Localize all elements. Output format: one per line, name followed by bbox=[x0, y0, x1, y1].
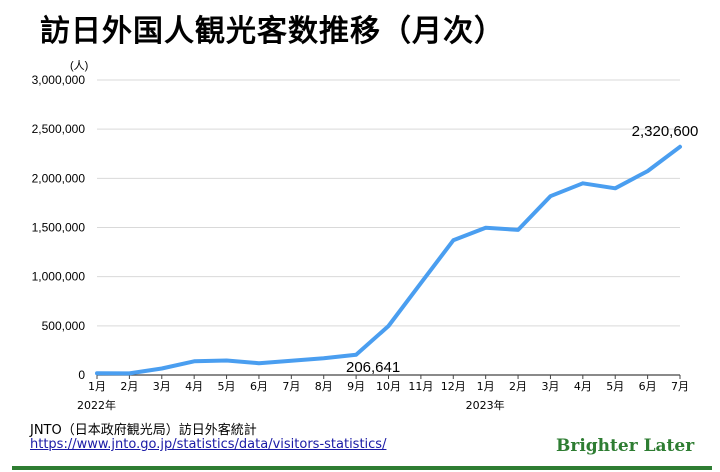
y-tick-label: 0 bbox=[78, 368, 85, 382]
data-point bbox=[354, 353, 358, 357]
data-point bbox=[192, 359, 196, 363]
x-year-label: 2022年 bbox=[77, 398, 116, 412]
data-point bbox=[581, 181, 585, 185]
data-label: 206,641 bbox=[346, 359, 400, 376]
data-point bbox=[127, 371, 131, 375]
x-tick-label: 2月 bbox=[509, 380, 527, 393]
source-text: JNTO（日本政府観光局）訪日外客統計 bbox=[30, 423, 257, 438]
data-point bbox=[678, 145, 682, 149]
x-tick-label: 4月 bbox=[574, 380, 592, 393]
data-label: 2,320,600 bbox=[632, 123, 699, 140]
x-tick-label: 3月 bbox=[153, 380, 171, 393]
data-point bbox=[451, 238, 455, 242]
data-point bbox=[225, 359, 229, 363]
data-point bbox=[548, 194, 552, 198]
x-tick-label: 8月 bbox=[315, 380, 333, 393]
x-tick-label: 2月 bbox=[120, 380, 138, 393]
data-point bbox=[646, 169, 650, 173]
data-point bbox=[257, 361, 261, 365]
y-tick-label: 3,000,000 bbox=[32, 73, 86, 87]
x-tick-label: 1月 bbox=[88, 380, 106, 393]
x-tick-label: 5月 bbox=[606, 380, 624, 393]
data-point bbox=[484, 226, 488, 230]
x-tick-label: 6月 bbox=[639, 380, 657, 393]
y-axis-unit: (人) bbox=[70, 59, 88, 72]
y-tick-label: 2,500,000 bbox=[32, 122, 86, 136]
brand-underline bbox=[12, 466, 712, 470]
x-tick-label: 4月 bbox=[185, 380, 203, 393]
x-tick-label: 7月 bbox=[282, 380, 300, 393]
x-tick-label: 6月 bbox=[250, 380, 268, 393]
data-point bbox=[387, 324, 390, 328]
data-point bbox=[613, 186, 617, 190]
data-point bbox=[95, 371, 99, 375]
x-tick-label: 5月 bbox=[218, 380, 236, 393]
x-tick-label: 10月 bbox=[376, 380, 401, 393]
x-tick-label: 9月 bbox=[347, 380, 365, 393]
data-point bbox=[516, 228, 520, 232]
x-year-label: 2023年 bbox=[466, 398, 505, 412]
x-tick-label: 1月 bbox=[477, 380, 495, 393]
x-tick-label: 7月 bbox=[671, 380, 689, 393]
chart-title: 訪日外国人観光客数推移（月次） bbox=[40, 14, 505, 49]
x-tick-label: 12月 bbox=[441, 380, 466, 393]
y-tick-label: 2,000,000 bbox=[32, 171, 86, 185]
data-point bbox=[160, 366, 164, 370]
x-tick-label: 11月 bbox=[408, 380, 433, 393]
series-line bbox=[95, 144, 682, 376]
brand-logo: Brighter Later bbox=[556, 436, 695, 456]
data-point bbox=[419, 281, 423, 285]
source-link[interactable]: https://www.jnto.go.jp/statistics/data/v… bbox=[30, 437, 387, 452]
data-point bbox=[289, 359, 293, 363]
y-tick-label: 1,500,000 bbox=[32, 221, 86, 235]
x-tick-label: 3月 bbox=[541, 380, 559, 393]
data-point bbox=[322, 356, 326, 360]
y-tick-label: 500,000 bbox=[42, 319, 86, 333]
y-tick-label: 1,000,000 bbox=[32, 270, 86, 284]
